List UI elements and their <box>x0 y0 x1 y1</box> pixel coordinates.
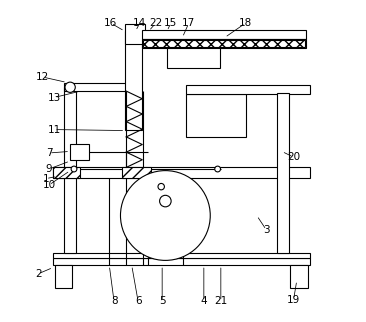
Text: 16: 16 <box>104 18 117 28</box>
Text: 1: 1 <box>42 174 49 184</box>
Bar <box>186 85 310 94</box>
Circle shape <box>120 171 210 260</box>
Bar <box>53 253 310 258</box>
Text: 10: 10 <box>42 180 56 190</box>
Bar <box>53 258 310 265</box>
Text: 6: 6 <box>135 297 141 307</box>
Bar <box>53 167 81 178</box>
Text: 11: 11 <box>48 125 61 135</box>
Bar <box>277 93 289 253</box>
Bar <box>167 48 220 68</box>
Text: 18: 18 <box>239 18 252 28</box>
Text: 14: 14 <box>133 18 146 28</box>
Bar <box>70 144 89 160</box>
Bar <box>53 167 310 178</box>
Text: 17: 17 <box>182 18 195 28</box>
Text: 13: 13 <box>48 92 61 102</box>
Bar <box>125 31 142 129</box>
Text: 19: 19 <box>287 295 300 305</box>
Text: 7: 7 <box>46 148 52 158</box>
Bar <box>122 167 151 178</box>
Bar <box>143 40 305 47</box>
Bar <box>64 83 126 91</box>
Text: 20: 20 <box>287 152 300 162</box>
Bar <box>64 87 76 253</box>
Bar <box>125 24 145 44</box>
Circle shape <box>160 195 171 207</box>
Circle shape <box>215 166 220 172</box>
Circle shape <box>158 184 164 190</box>
Text: 15: 15 <box>164 18 178 28</box>
Text: 5: 5 <box>159 297 165 307</box>
Circle shape <box>65 82 75 92</box>
Bar <box>55 265 72 288</box>
Text: 9: 9 <box>46 164 52 174</box>
Text: 12: 12 <box>36 72 49 82</box>
Text: 22: 22 <box>149 18 163 28</box>
Bar <box>142 39 306 48</box>
Text: 2: 2 <box>35 269 41 279</box>
Circle shape <box>71 166 77 172</box>
Text: 3: 3 <box>263 225 270 235</box>
Bar <box>186 94 246 137</box>
Text: 8: 8 <box>111 297 117 307</box>
Bar <box>290 265 308 288</box>
Bar <box>142 30 306 39</box>
Text: 21: 21 <box>214 297 227 307</box>
Text: 4: 4 <box>201 297 207 307</box>
